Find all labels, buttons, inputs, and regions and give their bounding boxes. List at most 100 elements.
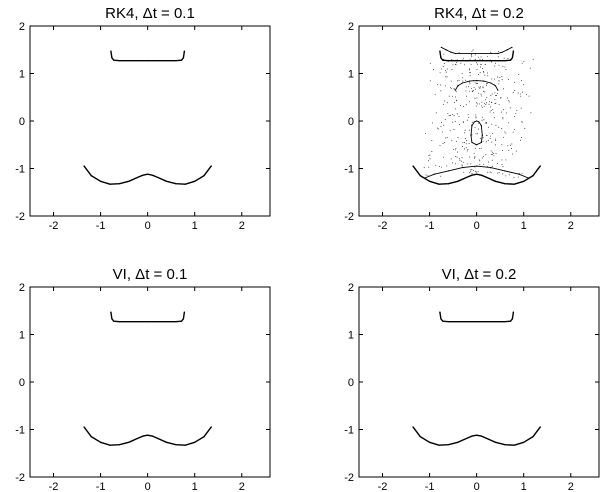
data-point <box>447 170 450 172</box>
scatter-point <box>502 118 504 120</box>
scatter-point <box>462 121 464 123</box>
data-point <box>439 311 441 313</box>
scatter-point <box>441 68 442 70</box>
scatter-point <box>469 58 471 60</box>
scatter-point <box>425 174 427 176</box>
data-point <box>438 183 440 185</box>
scatter-point <box>478 92 480 94</box>
data-point <box>527 177 530 179</box>
scatter-point <box>520 95 522 97</box>
scatter-point <box>501 76 503 77</box>
scatter-point <box>476 171 478 173</box>
scatter-point <box>476 102 477 104</box>
data-point <box>194 441 196 443</box>
data-point <box>175 60 177 62</box>
scatter-point <box>445 137 447 139</box>
scatter-point <box>444 100 446 102</box>
scatter-point <box>480 93 482 95</box>
scatter-point <box>475 117 477 119</box>
scatter-point <box>481 106 483 108</box>
scatter-point <box>474 82 476 84</box>
scatter-point <box>476 103 478 105</box>
data-point <box>480 435 482 437</box>
scatter-point <box>458 115 460 117</box>
data-point <box>440 46 442 48</box>
scatter-point <box>480 56 482 58</box>
scatter-point <box>465 104 467 106</box>
scatter-point <box>498 83 500 85</box>
data-point <box>128 441 130 443</box>
y-tick-label: 0 <box>348 377 354 389</box>
y-tick-label: -2 <box>15 472 25 484</box>
scatter-point <box>511 148 513 149</box>
scatter-point <box>494 65 496 67</box>
scatter-point <box>514 128 516 130</box>
panel-title: RK4, Δt = 0.1 <box>105 5 195 22</box>
x-tick-label: 1 <box>521 220 527 232</box>
data-point <box>183 50 185 52</box>
scatter-point <box>487 171 489 173</box>
scatter-point <box>479 87 481 89</box>
data-point <box>118 444 121 446</box>
scatter-point <box>443 156 445 158</box>
x-tick-label: 0 <box>474 481 480 492</box>
data-point <box>513 444 515 446</box>
scatter-point <box>524 127 526 129</box>
scatter-point <box>486 72 488 74</box>
scatter-point <box>502 150 503 151</box>
scatter-point <box>485 154 487 156</box>
scatter-point <box>482 86 484 88</box>
scatter-point <box>521 172 523 174</box>
x-tick-label: 0 <box>145 220 151 232</box>
scatter-point <box>472 90 474 92</box>
data-point <box>412 426 414 428</box>
scatter-point <box>460 62 462 64</box>
scatter-point <box>475 54 476 56</box>
scatter-point <box>497 172 499 174</box>
data-point <box>90 436 92 438</box>
scatter-point <box>471 169 473 170</box>
data-point <box>457 441 459 443</box>
data-point <box>128 60 130 62</box>
data-point <box>466 60 468 62</box>
scatter-point <box>470 54 472 55</box>
scatter-point <box>497 76 499 78</box>
data-point <box>194 180 196 182</box>
data-point <box>450 51 452 53</box>
scatter-point <box>483 102 485 104</box>
x-tick-label: -2 <box>378 220 388 232</box>
scatter-point <box>473 152 475 154</box>
data-point <box>485 437 487 439</box>
scatter-point <box>478 103 480 105</box>
scatter-point <box>475 58 476 60</box>
scatter-point <box>508 79 509 81</box>
data-point <box>471 435 473 437</box>
scatter-point <box>481 101 483 103</box>
scatter-point <box>463 171 465 173</box>
scatter-point <box>483 105 485 107</box>
scatter-point <box>476 105 478 107</box>
scatter-point <box>442 66 444 68</box>
data-point <box>83 426 85 428</box>
scatter-point <box>476 97 478 99</box>
x-tick-label: -2 <box>49 220 59 232</box>
scatter-point <box>478 86 480 88</box>
scatter-point <box>480 148 482 149</box>
plot-area <box>83 311 212 446</box>
scatter-point <box>483 72 485 74</box>
data-point <box>182 318 185 320</box>
data-point <box>90 175 92 177</box>
scatter-point <box>480 64 482 65</box>
scatter-point <box>450 80 452 82</box>
scatter-point <box>509 107 511 109</box>
scatter-point <box>482 140 484 142</box>
scatter-point <box>440 84 442 86</box>
y-tick-label: 1 <box>19 69 25 81</box>
scatter-point <box>475 62 477 64</box>
data-point <box>532 175 534 177</box>
data-point <box>424 177 426 179</box>
data-point <box>175 183 177 185</box>
data-point <box>497 89 499 91</box>
data-point <box>466 176 468 178</box>
